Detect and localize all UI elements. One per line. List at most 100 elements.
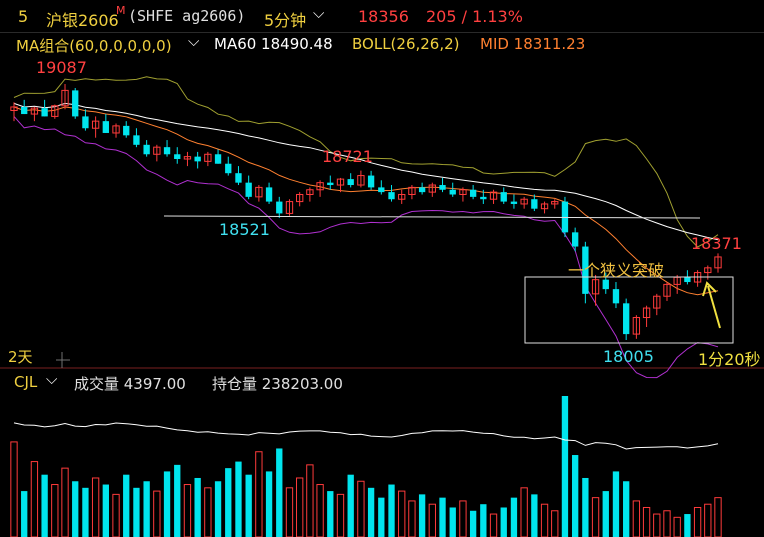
instrument-tag: M bbox=[116, 4, 126, 17]
candle-body-down bbox=[500, 192, 507, 202]
volume-bar-down bbox=[582, 477, 589, 537]
volume-bar-down bbox=[327, 491, 334, 537]
candle-body-up bbox=[204, 153, 212, 162]
breakout-annotation: 一个狭义突破 bbox=[568, 261, 665, 280]
chevron-down-icon[interactable]: ⌵ bbox=[46, 370, 58, 388]
candle-body-up bbox=[357, 175, 365, 186]
volume-bar-up bbox=[10, 441, 18, 537]
volume-bar-up bbox=[255, 451, 263, 537]
candle-body-down bbox=[378, 187, 385, 193]
candle-body-up bbox=[642, 307, 651, 319]
volume-bar-down bbox=[225, 468, 232, 537]
candle-body-down bbox=[163, 147, 171, 155]
volume-bar-down bbox=[623, 481, 630, 537]
timeframe-selector[interactable]: 5分钟 bbox=[264, 11, 307, 30]
candle-body-down bbox=[276, 201, 283, 214]
volume-bar-up bbox=[30, 461, 39, 537]
candle-body-up bbox=[428, 184, 436, 193]
candle-body-down bbox=[367, 175, 375, 188]
candle-body-down bbox=[612, 289, 620, 304]
volume-bar-up bbox=[663, 510, 671, 537]
volume-bar-up bbox=[489, 513, 498, 537]
candle-body-down bbox=[449, 189, 456, 195]
candle-body-down bbox=[194, 156, 201, 162]
volume-bar-up bbox=[704, 503, 712, 537]
volume-bar-down bbox=[347, 474, 354, 537]
volume-bar-down bbox=[510, 497, 518, 537]
candle-body-down bbox=[582, 246, 589, 294]
candle-body-down bbox=[174, 154, 181, 160]
volume-bar-up bbox=[540, 503, 549, 537]
candle-body-up bbox=[91, 120, 100, 129]
volume-bar-down bbox=[388, 484, 395, 537]
volume-bar-up bbox=[61, 467, 69, 537]
candle-body-up bbox=[153, 146, 161, 155]
label-high-19087: 19087 bbox=[36, 58, 87, 77]
candle-body-down bbox=[82, 116, 89, 129]
volume-bar-down bbox=[265, 471, 273, 537]
volume-bar-down bbox=[439, 497, 446, 537]
volume-bar-up bbox=[428, 503, 436, 537]
volume-bar-down bbox=[378, 497, 385, 537]
volume-bar-up bbox=[316, 484, 324, 537]
volume-value: 成交量 4397.00 bbox=[74, 375, 186, 393]
candle-body-up bbox=[398, 193, 406, 200]
candle-body-up bbox=[663, 283, 671, 297]
volume-bar-up bbox=[673, 516, 681, 537]
volume-bar-down bbox=[612, 471, 620, 537]
instrument-code: (SHFE ag2606) bbox=[128, 7, 246, 25]
candle-body-up bbox=[285, 201, 294, 214]
candle-body-up bbox=[704, 267, 712, 274]
candle-body-down bbox=[602, 279, 609, 290]
cjl-selector[interactable]: CJL bbox=[14, 373, 38, 391]
volume-bar-down bbox=[367, 487, 375, 537]
candle-body-down bbox=[684, 277, 691, 283]
candle-body-up bbox=[591, 279, 600, 295]
candle-body-down bbox=[531, 199, 538, 209]
volume-bar-down bbox=[469, 510, 477, 537]
mid-value: MID 18311.23 bbox=[480, 35, 586, 53]
volume-bar-up bbox=[398, 490, 406, 537]
volume-bar-down bbox=[143, 481, 150, 537]
volume-bar-up bbox=[357, 480, 365, 537]
candle-body-up bbox=[316, 182, 324, 191]
volume-bar-up bbox=[51, 484, 59, 537]
candle-body-up bbox=[632, 317, 641, 335]
volume-bar-up bbox=[642, 506, 651, 537]
label-high-18721: 18721 bbox=[322, 147, 373, 166]
volume-bar-up bbox=[336, 493, 345, 537]
volume-indicator-line: CJL ⌵ 成交量 4397.00 持仓量 238203.00 bbox=[0, 370, 764, 394]
period-number[interactable]: 5 bbox=[18, 7, 29, 26]
volume-bar-down bbox=[102, 484, 109, 537]
candle-body-up bbox=[296, 193, 304, 203]
candle-body-down bbox=[143, 144, 150, 155]
candlesticks bbox=[10, 84, 722, 340]
candle-body-up bbox=[51, 105, 59, 117]
candle-body-down bbox=[225, 163, 232, 174]
volume-bar-down bbox=[41, 474, 48, 537]
candle-body-down bbox=[235, 173, 242, 183]
volume-bar-down bbox=[194, 477, 201, 537]
bollinger-bands bbox=[13, 76, 719, 379]
volume-bar-down bbox=[449, 507, 456, 537]
candle-body-down bbox=[388, 192, 395, 200]
ma-group-selector[interactable]: MA组合(60,0,0,0,0,0) bbox=[16, 37, 172, 55]
chevron-down-icon[interactable]: ⌵ bbox=[188, 32, 200, 50]
arrow-head-icon bbox=[702, 281, 717, 297]
candle-body-up bbox=[714, 256, 722, 269]
chevron-down-icon[interactable]: ⌵ bbox=[313, 4, 325, 22]
volume-bar-down bbox=[163, 471, 171, 537]
volume-bar-down bbox=[245, 474, 252, 537]
volume-bar-up bbox=[653, 513, 661, 537]
candle-body-up bbox=[653, 295, 661, 309]
instrument-name[interactable]: 沪银2606 bbox=[46, 11, 119, 30]
boll-mid-line bbox=[13, 106, 719, 296]
volume-bar-down bbox=[531, 494, 538, 537]
volume-bar-down bbox=[561, 396, 569, 537]
candle-body-up bbox=[306, 189, 314, 195]
ma60-value: MA60 18490.48 bbox=[214, 35, 333, 53]
volume-bar-down bbox=[214, 481, 222, 537]
candle-body-up bbox=[336, 178, 345, 186]
days-label: 2天 bbox=[8, 348, 33, 366]
